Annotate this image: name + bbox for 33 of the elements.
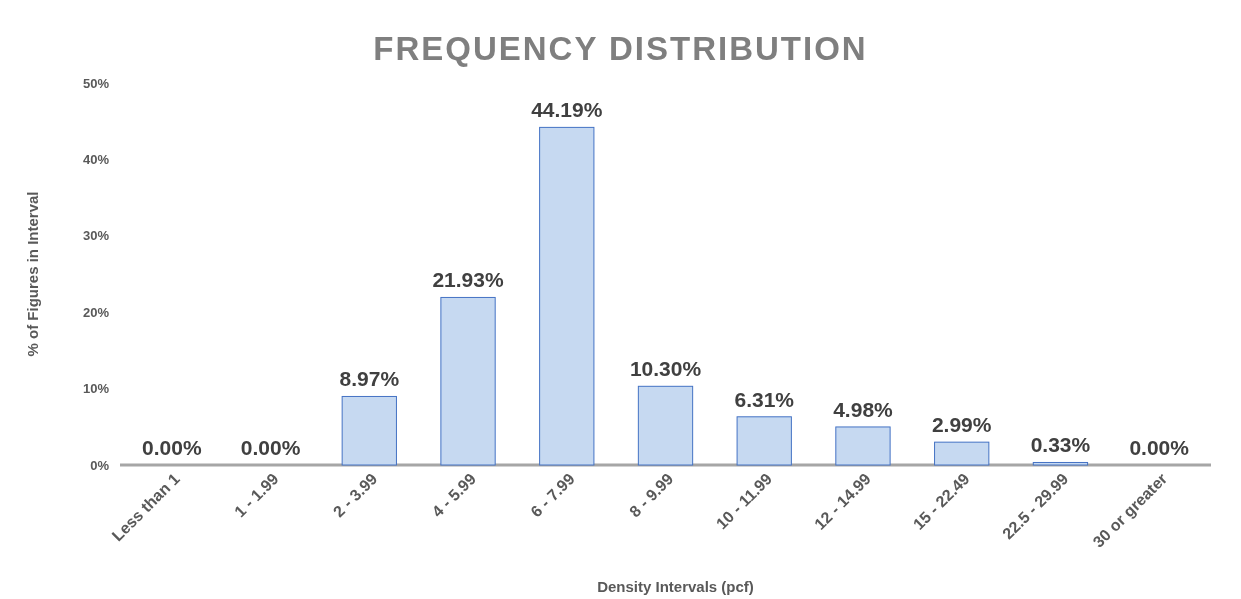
bar <box>637 385 694 466</box>
data-label: 0.00% <box>240 436 301 459</box>
bar <box>539 126 595 466</box>
x-tick-label: 2 - 3.99 <box>329 469 381 521</box>
data-label: 8.97% <box>339 367 400 391</box>
x-axis-title: Density Intervals (pcf) <box>597 578 754 595</box>
bar <box>835 426 891 466</box>
data-label: 6.31% <box>734 387 795 411</box>
bar <box>440 296 496 466</box>
y-tick-label: 50% <box>82 75 110 91</box>
y-axis-title: % of Figures in Interval <box>24 191 41 357</box>
bar <box>1032 461 1089 466</box>
y-tick-label: 0% <box>90 457 110 473</box>
y-tick-label: 10% <box>82 381 110 397</box>
data-label: 0.00% <box>1129 436 1190 459</box>
x-tick-label: 8 - 9.99 <box>626 469 677 521</box>
bar <box>934 441 990 466</box>
bar <box>736 416 792 466</box>
x-tick-label: 6 - 7.99 <box>527 469 578 521</box>
data-label: 2.99% <box>931 413 992 437</box>
x-tick-label: 4 - 5.99 <box>428 469 480 521</box>
data-label: 0.33% <box>1030 433 1091 457</box>
data-label: 44.19% <box>531 98 603 122</box>
y-tick-label: 20% <box>82 304 110 320</box>
y-tick-label: 40% <box>82 152 110 168</box>
data-label: 0.00% <box>142 436 202 459</box>
y-tick-label: 30% <box>82 228 110 244</box>
data-label: 4.98% <box>833 397 894 421</box>
bar <box>341 395 397 466</box>
chart-title: FREQUENCY DISTRIBUTION <box>373 30 868 67</box>
data-label: 21.93% <box>432 268 504 292</box>
x-tick-label: 1 - 1.99 <box>231 469 282 521</box>
data-label: 10.30% <box>629 357 702 381</box>
